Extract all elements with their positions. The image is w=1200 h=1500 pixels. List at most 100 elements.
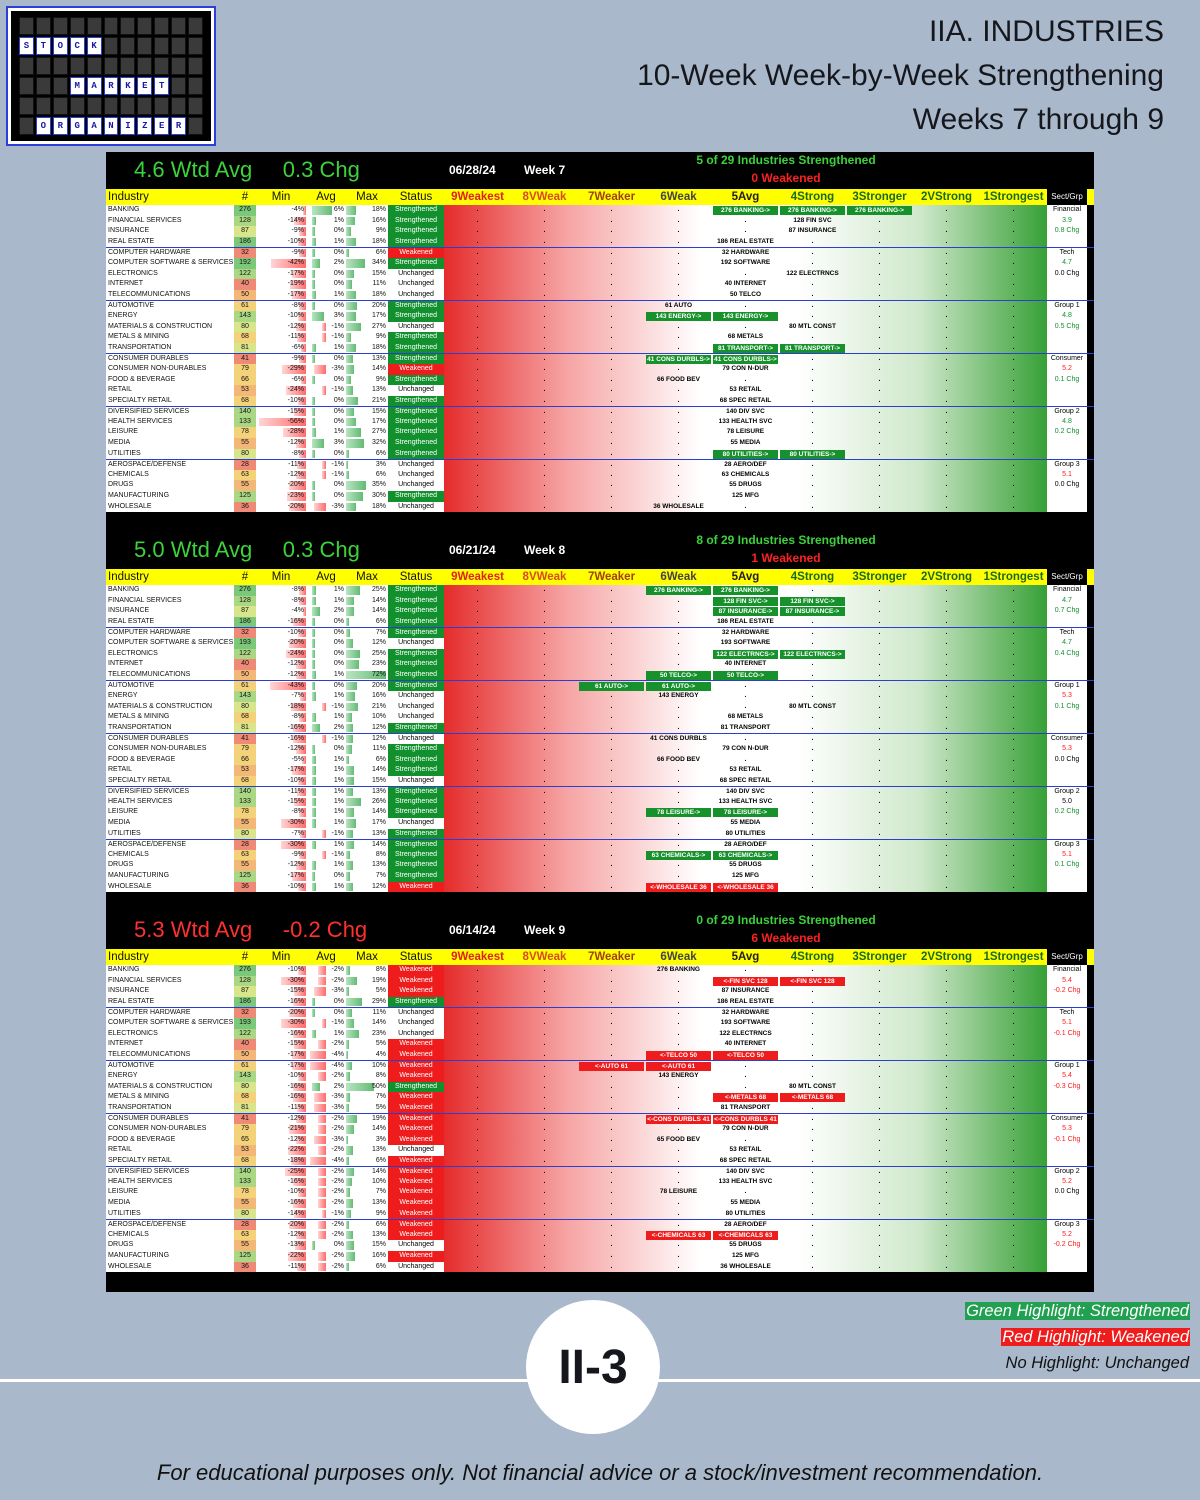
sector-group-value: 5.1: [1062, 470, 1072, 478]
bucket-cell: .: [779, 1050, 846, 1061]
table-row: TRANSPORTATION 81 -6% 1% 18% Strengthene…: [106, 342, 1094, 354]
page-header: IIA. INDUSTRIES 10-Week Week-by-Week Str…: [637, 10, 1164, 142]
bucket-cell: .: [578, 354, 645, 364]
bucket-cell: .: [578, 480, 645, 491]
bucket-cell: .: [578, 343, 645, 354]
bucket-cell: 50 TELCO: [712, 290, 779, 301]
logo-tile: [188, 57, 203, 75]
sector-group-cell: 4.7: [1047, 637, 1087, 649]
min-value: -24%: [256, 648, 306, 660]
bucket-dot: .: [1012, 788, 1015, 796]
bucket-dot: .: [1012, 819, 1015, 827]
avg-value: 0%: [306, 616, 346, 628]
bucket-cell: 80 MTL CONST: [779, 1082, 846, 1093]
bucket-cell: .: [645, 332, 712, 343]
bucket-dot: .: [476, 1103, 479, 1111]
bucket-cell: .: [913, 438, 980, 449]
bucket-dot: .: [476, 237, 479, 245]
bucket-cell: .: [511, 681, 578, 691]
bucket-cell: .: [779, 502, 846, 513]
bucket-cell: .: [913, 776, 980, 787]
bucket-dot: .: [878, 322, 881, 330]
bucket-dot: .: [476, 1018, 479, 1026]
sector-group-cell: [1047, 1039, 1087, 1050]
bucket-dot: .: [543, 1029, 546, 1037]
bucket-dot: .: [677, 237, 680, 245]
bucket-dot: .: [744, 966, 747, 973]
avg-value: -2%: [306, 1261, 346, 1273]
sector-group-cell: 0.8 Chg: [1047, 226, 1087, 237]
bucket-cell: .: [913, 1198, 980, 1209]
bucket-cell: .: [779, 712, 846, 723]
sector-group-cell: 4.7: [1047, 257, 1087, 269]
bucket-dot: .: [610, 502, 613, 510]
bucket-cell: .: [511, 860, 578, 871]
bucket-dot: .: [543, 841, 546, 849]
bucket-tag: 78 LEISURE->: [646, 808, 711, 818]
bucket-cell: 55 DRUGS: [712, 480, 779, 491]
stock-count: 50: [234, 669, 256, 681]
status-badge: Strengthened: [388, 354, 444, 364]
bucket-dot: .: [610, 492, 613, 500]
bucket-cell: .: [846, 744, 913, 755]
bucket-cell: 276 BANKING->: [779, 205, 846, 216]
sector-group-name: Group 2: [1054, 408, 1080, 416]
col-bucket: 1Strongest: [980, 569, 1047, 585]
industry-name: MATERIALS & CONSTRUCTION: [106, 1081, 234, 1093]
bucket-cell: .: [645, 258, 712, 269]
bucket-tag: <-TELCO 50: [713, 1050, 778, 1060]
bucket-dot: .: [878, 1124, 881, 1132]
bucket-dot: .: [543, 1230, 546, 1238]
industry-name: MATERIALS & CONSTRUCTION: [106, 321, 234, 333]
avg-value: 1%: [306, 775, 346, 787]
max-value: 10%: [346, 1176, 388, 1188]
bucket-text: 186 REAL ESTATE: [717, 237, 774, 245]
sector-group-cell: 5.2: [1047, 1176, 1087, 1188]
bucket-dot: .: [811, 829, 814, 837]
bucket-cell: .: [511, 965, 578, 976]
industry-name: DIVERSIFIED SERVICES: [106, 787, 234, 797]
industry-name: CONSUMER DURABLES: [106, 734, 234, 744]
week-panel: 5.3 Wtd Avg -0.2 Chg 06/14/24 Week 9 0 o…: [106, 912, 1094, 1292]
bucket-dot: .: [677, 702, 680, 710]
bucket-cell: .: [511, 1240, 578, 1251]
bucket-cell: .: [578, 628, 645, 638]
bucket-cell: .: [779, 1167, 846, 1177]
sector-group-cell: [1047, 1102, 1087, 1114]
bucket-dot: .: [1012, 1009, 1015, 1017]
bucket-dot: .: [476, 417, 479, 425]
bucket-dot: .: [677, 629, 680, 637]
bucket-cell: .: [511, 691, 578, 702]
bucket-text: 143 ENERGY: [658, 691, 699, 699]
stock-count: 128: [234, 975, 256, 987]
bucket-text: 32 HARDWARE: [721, 1009, 770, 1017]
bucket-dot: .: [610, 428, 613, 436]
sector-group-cell: [1047, 828, 1087, 840]
bucket-dot: .: [811, 1146, 814, 1154]
sector-group-cell: [1047, 1208, 1087, 1220]
max-value: 8%: [346, 1070, 388, 1082]
bucket-cell: .: [779, 628, 846, 638]
bucket-dot: .: [610, 1146, 613, 1154]
avg-value: 0%: [306, 628, 346, 638]
bucket-dot: .: [610, 744, 613, 752]
bucket-dot: .: [677, 333, 680, 341]
bucket-dot: .: [1012, 660, 1015, 668]
bucket-cell: .: [444, 829, 511, 840]
bucket-dot: .: [945, 1082, 948, 1090]
bucket-dot: .: [945, 1040, 948, 1048]
bucket-cell: .: [645, 712, 712, 723]
bucket-cell: .: [511, 1187, 578, 1198]
sector-group-cell: Group 3: [1047, 460, 1087, 470]
bucket-cell: .: [578, 1156, 645, 1167]
panel-week: Week 8: [524, 543, 566, 557]
table-body: BANKING 276 -8% 1% 25% Strengthened... 27…: [106, 585, 1094, 893]
table-row: INSURANCE 87 -15% -3% 5% Weakened.... 87 …: [106, 986, 1094, 997]
bucket-dot: .: [1012, 691, 1015, 699]
bucket-cell: .: [980, 385, 1047, 396]
bucket-cell: 143 ENERGY->: [645, 311, 712, 322]
bucket-dot: .: [945, 408, 948, 416]
bucket-cell: .: [578, 1018, 645, 1029]
bucket-dot: .: [1012, 1050, 1015, 1058]
bucket-cell: .: [444, 1240, 511, 1251]
